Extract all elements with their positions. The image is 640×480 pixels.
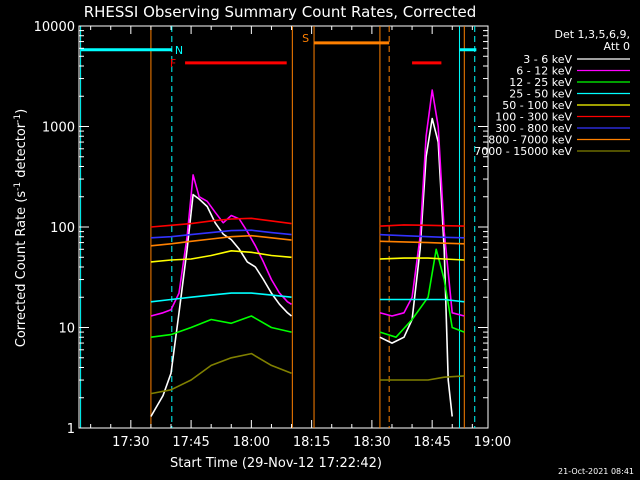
- chart-title: RHESSI Observing Summary Count Rates, Co…: [84, 3, 477, 21]
- flag-label: N: [175, 44, 183, 57]
- legend-entry: 7000 - 15000 keV: [474, 145, 572, 158]
- legend-entry: 3 - 6 keV: [523, 53, 572, 66]
- x-axis-label: Start Time (29-Nov-12 17:22:42): [170, 456, 382, 471]
- plot-frame: [78, 25, 489, 429]
- series-line-7: [150, 234, 465, 247]
- series-line-1: [150, 89, 465, 317]
- x-tick-label: 18:45: [413, 435, 450, 450]
- y-tick-label: 10: [58, 322, 75, 337]
- y-tick-label: 100: [50, 221, 75, 236]
- series-line-8: [150, 352, 465, 395]
- y-tick-label: 10000: [34, 20, 75, 35]
- series-line-4: [150, 250, 465, 263]
- legend-entry: 50 - 100 keV: [502, 99, 572, 112]
- series-line-0: [150, 117, 453, 417]
- y-axis-label: Corrected Count Rate (s-1 detector-1): [13, 109, 29, 347]
- legend-entry: 100 - 300 keV: [495, 111, 572, 124]
- x-tick-label: 18:00: [233, 435, 270, 450]
- y-tick-label: 1000: [42, 121, 75, 136]
- series-line-5: [150, 217, 465, 228]
- x-tick-label: 18:15: [293, 435, 330, 450]
- flag-label: S: [302, 32, 309, 45]
- x-tick-label: 19:00: [474, 435, 511, 450]
- series-line-2: [150, 248, 465, 338]
- x-tick-label: 18:30: [353, 435, 390, 450]
- series-line-3: [150, 292, 465, 303]
- flag-label: F: [170, 57, 176, 70]
- series-line-6: [150, 229, 465, 239]
- legend-entry: 6 - 12 keV: [516, 65, 572, 78]
- legend-entry: 12 - 25 keV: [509, 76, 572, 89]
- legend-header: Att 0: [604, 40, 630, 53]
- legend-entry: 800 - 7000 keV: [488, 134, 572, 147]
- x-tick-label: 17:45: [172, 435, 209, 450]
- legend-entry: 25 - 50 keV: [509, 88, 572, 101]
- render-timestamp: 21-Oct-2021 08:41: [558, 467, 634, 476]
- x-tick-label: 17:30: [112, 435, 149, 450]
- y-tick-label: 1: [67, 422, 75, 437]
- legend-header: Det 1,3,5,6,9,: [554, 28, 630, 41]
- legend-entry: 300 - 800 keV: [495, 122, 572, 135]
